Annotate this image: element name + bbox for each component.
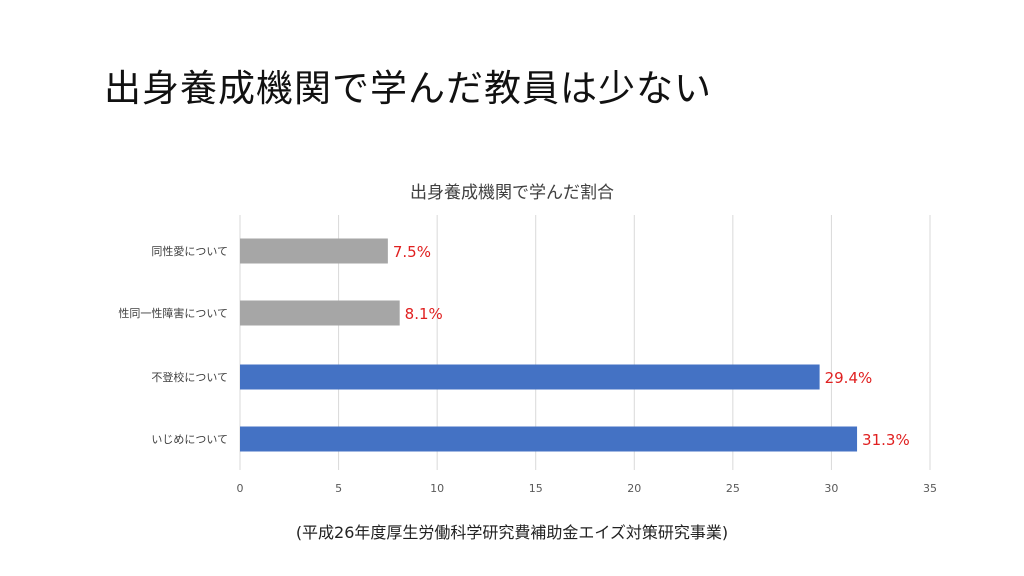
slide-title: 出身養成機関で学んだ教員は少ない <box>104 67 712 110</box>
x-tick-label: 20 <box>627 482 641 495</box>
x-tick-label: 0 <box>237 482 244 495</box>
x-tick-label: 10 <box>430 482 444 495</box>
category-label: 同性愛について <box>151 244 228 258</box>
x-tick-label: 5 <box>335 482 342 495</box>
category-label: 不登校について <box>151 370 228 384</box>
x-tick-label: 25 <box>726 482 740 495</box>
category-label: 性同一性障害について <box>118 306 228 320</box>
bar <box>240 364 820 390</box>
data-label: 31.3% <box>862 431 910 449</box>
data-label: 29.4% <box>825 369 873 387</box>
x-tick-label: 35 <box>923 482 937 495</box>
bar <box>240 238 388 264</box>
source-note: (平成26年度厚生労働科学研究費補助金エイズ対策研究事業) <box>295 523 729 542</box>
data-label: 7.5% <box>393 243 431 261</box>
data-label: 8.1% <box>405 305 443 323</box>
category-label: いじめについて <box>151 433 228 446</box>
bar <box>240 300 400 326</box>
x-tick-label: 15 <box>529 482 543 495</box>
chart-title: 出身養成機関で学んだ割合 <box>410 183 614 203</box>
bar <box>240 426 858 452</box>
x-tick-label: 30 <box>824 482 838 495</box>
